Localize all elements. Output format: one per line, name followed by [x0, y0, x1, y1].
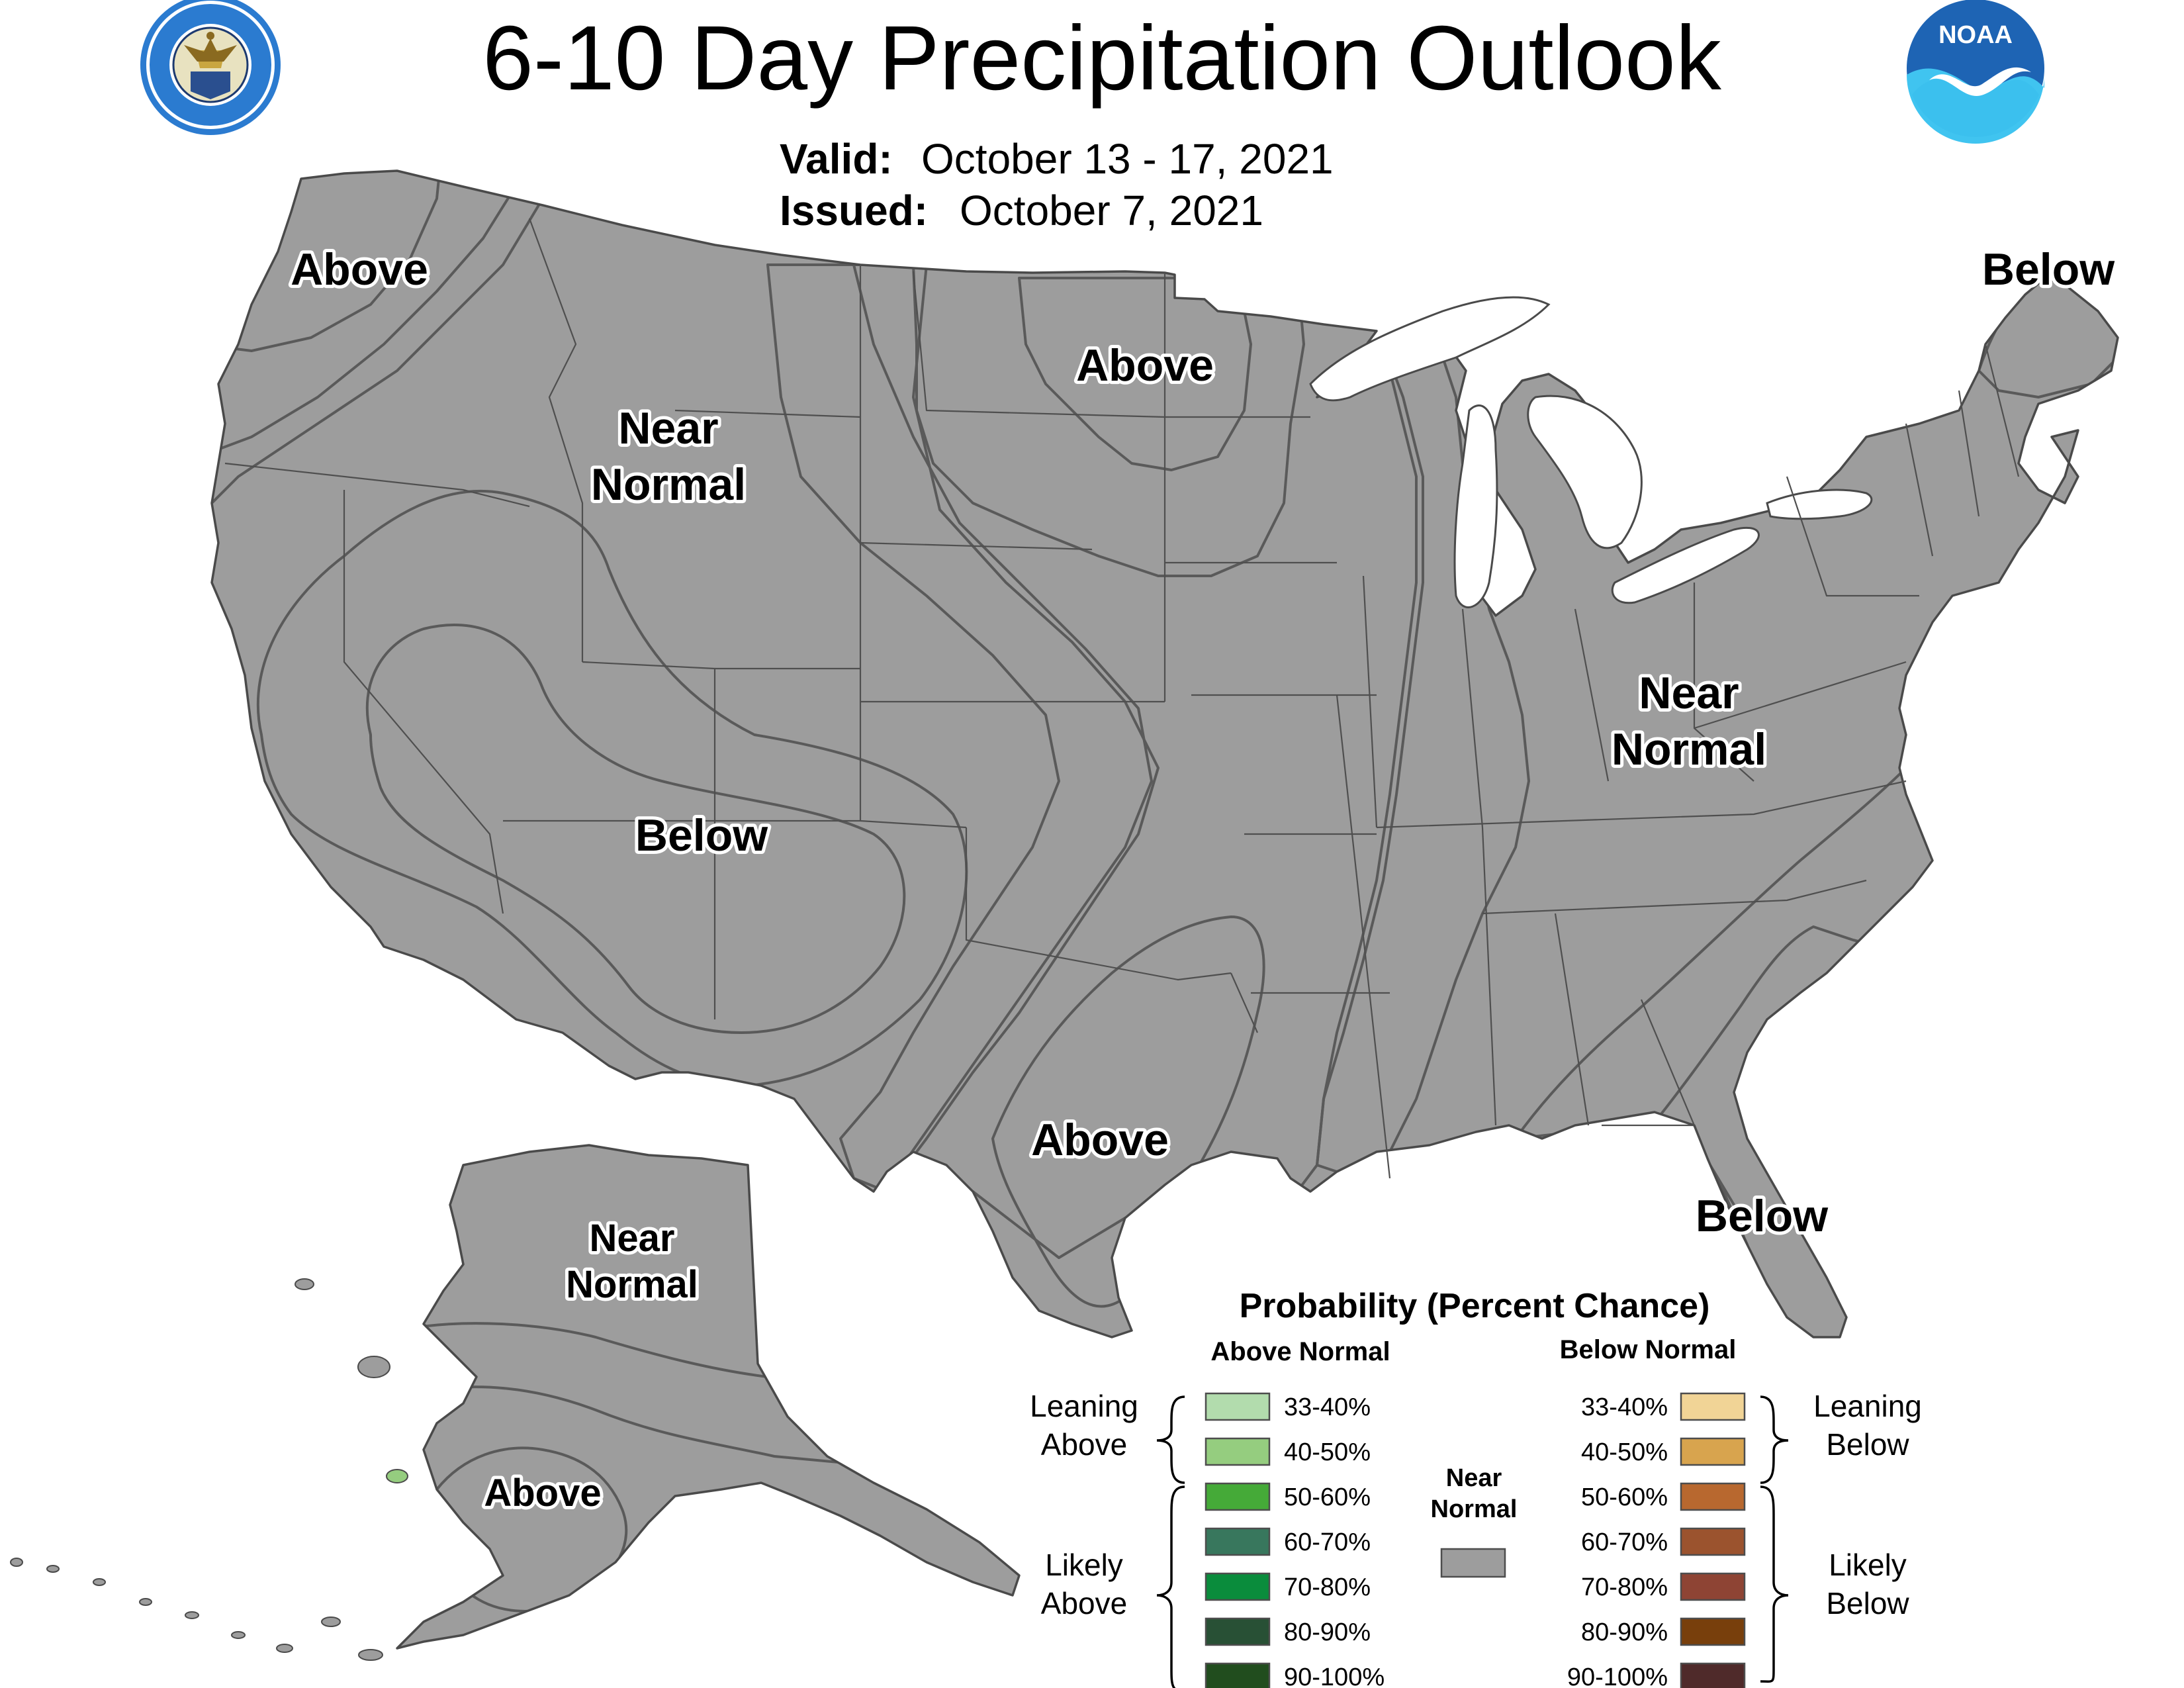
legend-above-rows: 33-40% 40-50% 50-60% 60-70% 70-80% 80-90% 90-1…: [1205, 1392, 1385, 1688]
alaska-above-33-40: [397, 1322, 1019, 1648]
legend-likely-above-1: Likely: [1045, 1548, 1123, 1582]
valid-label: Valid:: [780, 135, 893, 183]
legend-below-rows: 33-40% 40-50% 50-60% 60-70% 70-80% 80-90% 90-1…: [1567, 1392, 1746, 1688]
legend-leaning-above-2: Above: [1041, 1427, 1127, 1462]
legend-likely-below-2: Below: [1826, 1586, 1909, 1620]
legend-near-normal-2: Normal: [1431, 1495, 1518, 1523]
valid-value: October 13 - 17, 2021: [921, 135, 1334, 183]
state-borders: [224, 218, 2020, 1179]
legend-above-swatch-1: [1205, 1392, 1271, 1421]
legend-above-label-7: 90-100%: [1284, 1664, 1385, 1688]
legend-above-label-6: 80-90%: [1284, 1618, 1371, 1646]
legend-below-label-1: 33-40%: [1581, 1393, 1668, 1421]
noaa-logo: NOAA: [1901, 0, 2050, 144]
header: 6-10 Day Precipitation Outlook Valid: Oc…: [482, 7, 1722, 234]
aleutian-islands: [10, 1278, 408, 1661]
region-label-alaska-above: Above: [484, 1472, 601, 1515]
legend-above-swatch-4: [1205, 1527, 1271, 1556]
department-of-commerce-seal: [140, 0, 281, 135]
texas-above-50-60: [991, 915, 1265, 1308]
legend-above-swatch-2: [1205, 1437, 1271, 1466]
central-above-33-40: [766, 263, 1160, 1193]
lake-huron: [1527, 395, 1643, 549]
region-label-alaska-normal: Normal: [566, 1263, 698, 1306]
pnw-above-33-40: [212, 171, 564, 518]
legend-below-swatch-6: [1680, 1617, 1746, 1646]
northern-plains-above-60-70: [1018, 277, 1252, 471]
legend-above-label-5: 70-80%: [1284, 1573, 1371, 1601]
legend-above-label-4: 60-70%: [1284, 1528, 1371, 1556]
legend-above-label-1: 33-40%: [1284, 1393, 1371, 1421]
alaska-above-40-50: [397, 1385, 1019, 1648]
issued-label: Issued:: [780, 187, 928, 234]
legend-below-heading: Below Normal: [1560, 1335, 1737, 1364]
legend-above-swatch-5: [1205, 1572, 1271, 1601]
noaa-logo-text: NOAA: [1938, 21, 2013, 49]
legend-below-label-5: 70-80%: [1581, 1573, 1668, 1601]
northern-plains-above-50-60: [912, 263, 1305, 577]
page-title: 6-10 Day Precipitation Outlook: [482, 7, 1722, 109]
legend-below-label-4: 60-70%: [1581, 1528, 1668, 1556]
lake-erie: [1611, 526, 1760, 604]
legend-bracket-leaning-below: [1760, 1395, 1789, 1484]
region-label-east-normal: Normal: [1612, 724, 1766, 774]
legend-below-swatch-5: [1680, 1572, 1746, 1601]
legend-above-swatch-6: [1205, 1617, 1271, 1646]
legend-leaning-below-1: Leaning: [1813, 1389, 1922, 1423]
southeast-below-33-40: [1514, 767, 1960, 1337]
region-label-plains-above: Above: [1076, 340, 1214, 391]
region-label-florida-below: Below: [1696, 1191, 1829, 1241]
legend-leaning-above-1: Leaning: [1030, 1389, 1138, 1423]
legend-below-label-2: 40-50%: [1581, 1438, 1668, 1466]
legend-bracket-likely-below: [1760, 1485, 1789, 1683]
legend-above-label-3: 50-60%: [1284, 1483, 1371, 1511]
legend-bracket-leaning-above: [1156, 1395, 1185, 1484]
legend-above-swatch-7: [1205, 1662, 1271, 1688]
pnw-above-40-50: [212, 171, 524, 458]
region-label-rockies-near: Near: [618, 403, 718, 453]
lake-michigan: [1453, 404, 1498, 608]
legend-below-label-7: 90-100%: [1567, 1664, 1668, 1688]
legend-bracket-likely-above: [1156, 1485, 1185, 1688]
legend-likely-above-2: Above: [1041, 1586, 1127, 1620]
legend-above-label-2: 40-50%: [1284, 1438, 1371, 1466]
legend-below-swatch-1: [1680, 1392, 1746, 1421]
lake-superior: [1309, 296, 1551, 402]
region-label-maine-below: Below: [1982, 244, 2115, 295]
legend-below-swatch-7: [1680, 1662, 1746, 1688]
region-label-pnw-above: Above: [291, 244, 428, 295]
legend-below-swatch-2: [1680, 1437, 1746, 1466]
legend-title: Probability (Percent Chance): [1240, 1287, 1710, 1325]
legend-below-label-6: 80-90%: [1581, 1618, 1668, 1646]
legend-above-heading: Above Normal: [1210, 1337, 1390, 1366]
great-lakes: [1309, 296, 1873, 608]
legend-below-swatch-3: [1680, 1482, 1746, 1511]
southwest-below-40-50: [365, 624, 906, 1034]
legend-near-normal-1: Near: [1446, 1464, 1502, 1492]
legend-leaning-below-2: Below: [1826, 1427, 1909, 1462]
issued-value: October 7, 2021: [960, 187, 1263, 234]
alaska-map: Near Normal Above: [10, 1144, 1021, 1661]
region-label-east-near: Near: [1639, 668, 1739, 718]
region-label-texas-above: Above: [1031, 1115, 1169, 1165]
legend: Probability (Percent Chance) Above Norma…: [1030, 1287, 1922, 1688]
pnw-above-50-60: [212, 171, 445, 352]
region-label-southwest-below: Below: [635, 810, 768, 861]
legend-below-swatch-4: [1680, 1527, 1746, 1556]
legend-below-label-3: 50-60%: [1581, 1483, 1668, 1511]
conus-land-near-normal: [212, 171, 2118, 1337]
legend-above-swatch-3: [1205, 1482, 1271, 1511]
alaska-coastline: [396, 1144, 1021, 1650]
region-label-alaska-near: Near: [590, 1217, 675, 1260]
region-label-rockies-normal: Normal: [591, 459, 746, 510]
legend-likely-below-1: Likely: [1829, 1548, 1907, 1582]
conus-map: Above Near Normal Above Below Above Near…: [210, 169, 2119, 1338]
legend-near-normal-swatch: [1440, 1548, 1506, 1578]
